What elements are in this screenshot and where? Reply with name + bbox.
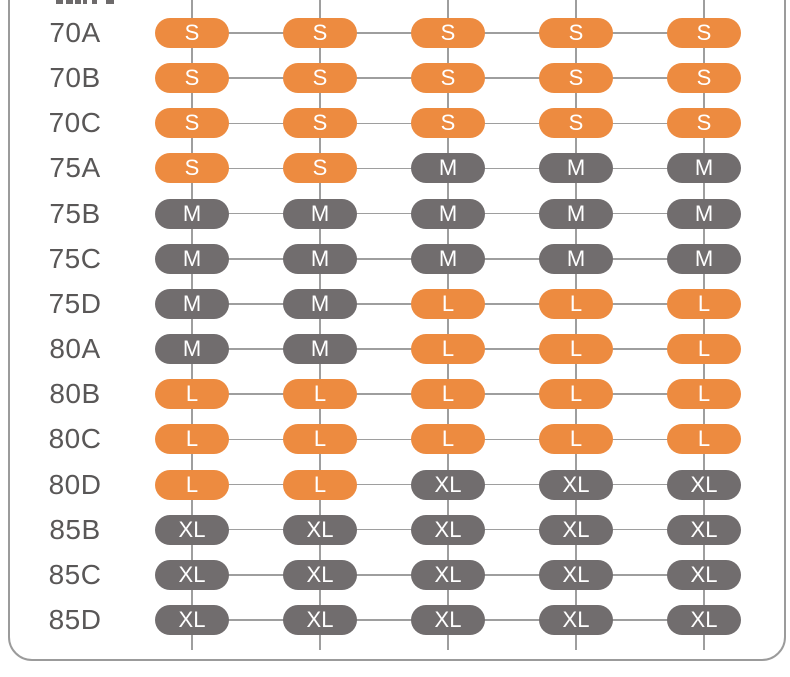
size-pill: S — [411, 18, 485, 48]
size-pill: M — [283, 198, 357, 229]
column-line — [447, 0, 449, 650]
size-pill: M — [539, 153, 613, 184]
size-pill: L — [411, 424, 485, 455]
size-pill: S — [411, 108, 485, 139]
size-pill: L — [539, 334, 613, 365]
size-pill: L — [155, 379, 229, 410]
row-label: 75B — [49, 197, 101, 229]
clipped-text-remnant — [106, 0, 114, 4]
size-pill: M — [283, 243, 357, 274]
size-pill: XL — [155, 559, 229, 590]
size-pill: L — [411, 334, 485, 365]
size-pill: XL — [411, 559, 485, 590]
row-label: 80A — [49, 333, 101, 365]
size-pill: M — [411, 243, 485, 274]
size-pill: S — [411, 63, 485, 94]
size-pill: S — [667, 18, 741, 48]
size-pill: L — [539, 379, 613, 410]
size-pill: M — [411, 153, 485, 184]
row-label: 80C — [48, 423, 102, 455]
row-label: 70C — [48, 107, 102, 139]
size-pill: L — [411, 379, 485, 410]
row-label: 70B — [49, 62, 101, 94]
size-pill: XL — [283, 604, 357, 635]
size-pill: XL — [155, 604, 229, 635]
size-pill: L — [283, 379, 357, 410]
size-pill: XL — [667, 604, 741, 635]
size-pill: M — [539, 243, 613, 274]
clipped-text-remnant — [92, 0, 97, 4]
size-pill: L — [667, 334, 741, 365]
size-pill: M — [155, 334, 229, 365]
row-label: 85B — [49, 513, 101, 545]
size-pill: S — [539, 18, 613, 48]
row-label: 85D — [48, 603, 102, 635]
size-pill: XL — [283, 559, 357, 590]
size-pill: M — [667, 198, 741, 229]
size-pill: M — [283, 288, 357, 319]
size-chart-card-border — [8, 0, 786, 661]
size-pill: M — [155, 198, 229, 229]
size-pill: L — [667, 379, 741, 410]
size-pill: L — [667, 288, 741, 319]
size-pill: M — [155, 288, 229, 319]
size-pill: XL — [667, 469, 741, 500]
size-pill: M — [667, 243, 741, 274]
size-pill: XL — [539, 469, 613, 500]
size-pill: L — [155, 424, 229, 455]
size-pill: S — [667, 108, 741, 139]
size-pill: S — [283, 153, 357, 184]
size-pill: XL — [539, 559, 613, 590]
size-pill: S — [667, 63, 741, 94]
clipped-text-remnant — [75, 0, 81, 4]
row-label: 75D — [48, 287, 102, 319]
clipped-text-remnant — [66, 0, 73, 4]
size-pill: S — [155, 63, 229, 94]
size-pill: S — [539, 63, 613, 94]
row-label: 80B — [49, 378, 101, 410]
size-pill: XL — [155, 514, 229, 545]
column-line — [191, 0, 193, 650]
row-label: 70A — [49, 17, 101, 48]
size-pill: M — [283, 334, 357, 365]
size-pill: L — [283, 424, 357, 455]
row-label: 75A — [49, 152, 101, 184]
column-line — [575, 0, 577, 650]
size-pill: S — [155, 18, 229, 48]
size-pill: L — [667, 424, 741, 455]
size-pill: S — [155, 108, 229, 139]
size-pill: XL — [667, 559, 741, 590]
clipped-text-remnant — [56, 0, 63, 4]
size-pill: L — [283, 469, 357, 500]
size-pill: XL — [539, 514, 613, 545]
size-pill: L — [539, 424, 613, 455]
clipped-text-remnant — [83, 0, 87, 4]
size-pill: XL — [283, 514, 357, 545]
size-pill: L — [155, 469, 229, 500]
size-pill: XL — [411, 604, 485, 635]
size-pill: M — [667, 153, 741, 184]
size-pill: S — [283, 63, 357, 94]
size-pill: S — [539, 108, 613, 139]
size-pill: XL — [667, 514, 741, 545]
column-line — [319, 0, 321, 650]
size-pill: S — [283, 108, 357, 139]
size-pill: S — [155, 153, 229, 184]
size-pill: S — [283, 18, 357, 48]
size-pill: L — [539, 288, 613, 319]
column-line — [703, 0, 705, 650]
row-label: 85C — [48, 558, 102, 590]
row-label: 75C — [48, 242, 102, 274]
size-pill: M — [411, 198, 485, 229]
row-label: 80D — [48, 468, 102, 500]
size-pill: M — [155, 243, 229, 274]
size-pill: XL — [411, 469, 485, 500]
size-pill: L — [411, 288, 485, 319]
size-pill: XL — [411, 514, 485, 545]
size-pill: XL — [539, 604, 613, 635]
size-pill: M — [539, 198, 613, 229]
